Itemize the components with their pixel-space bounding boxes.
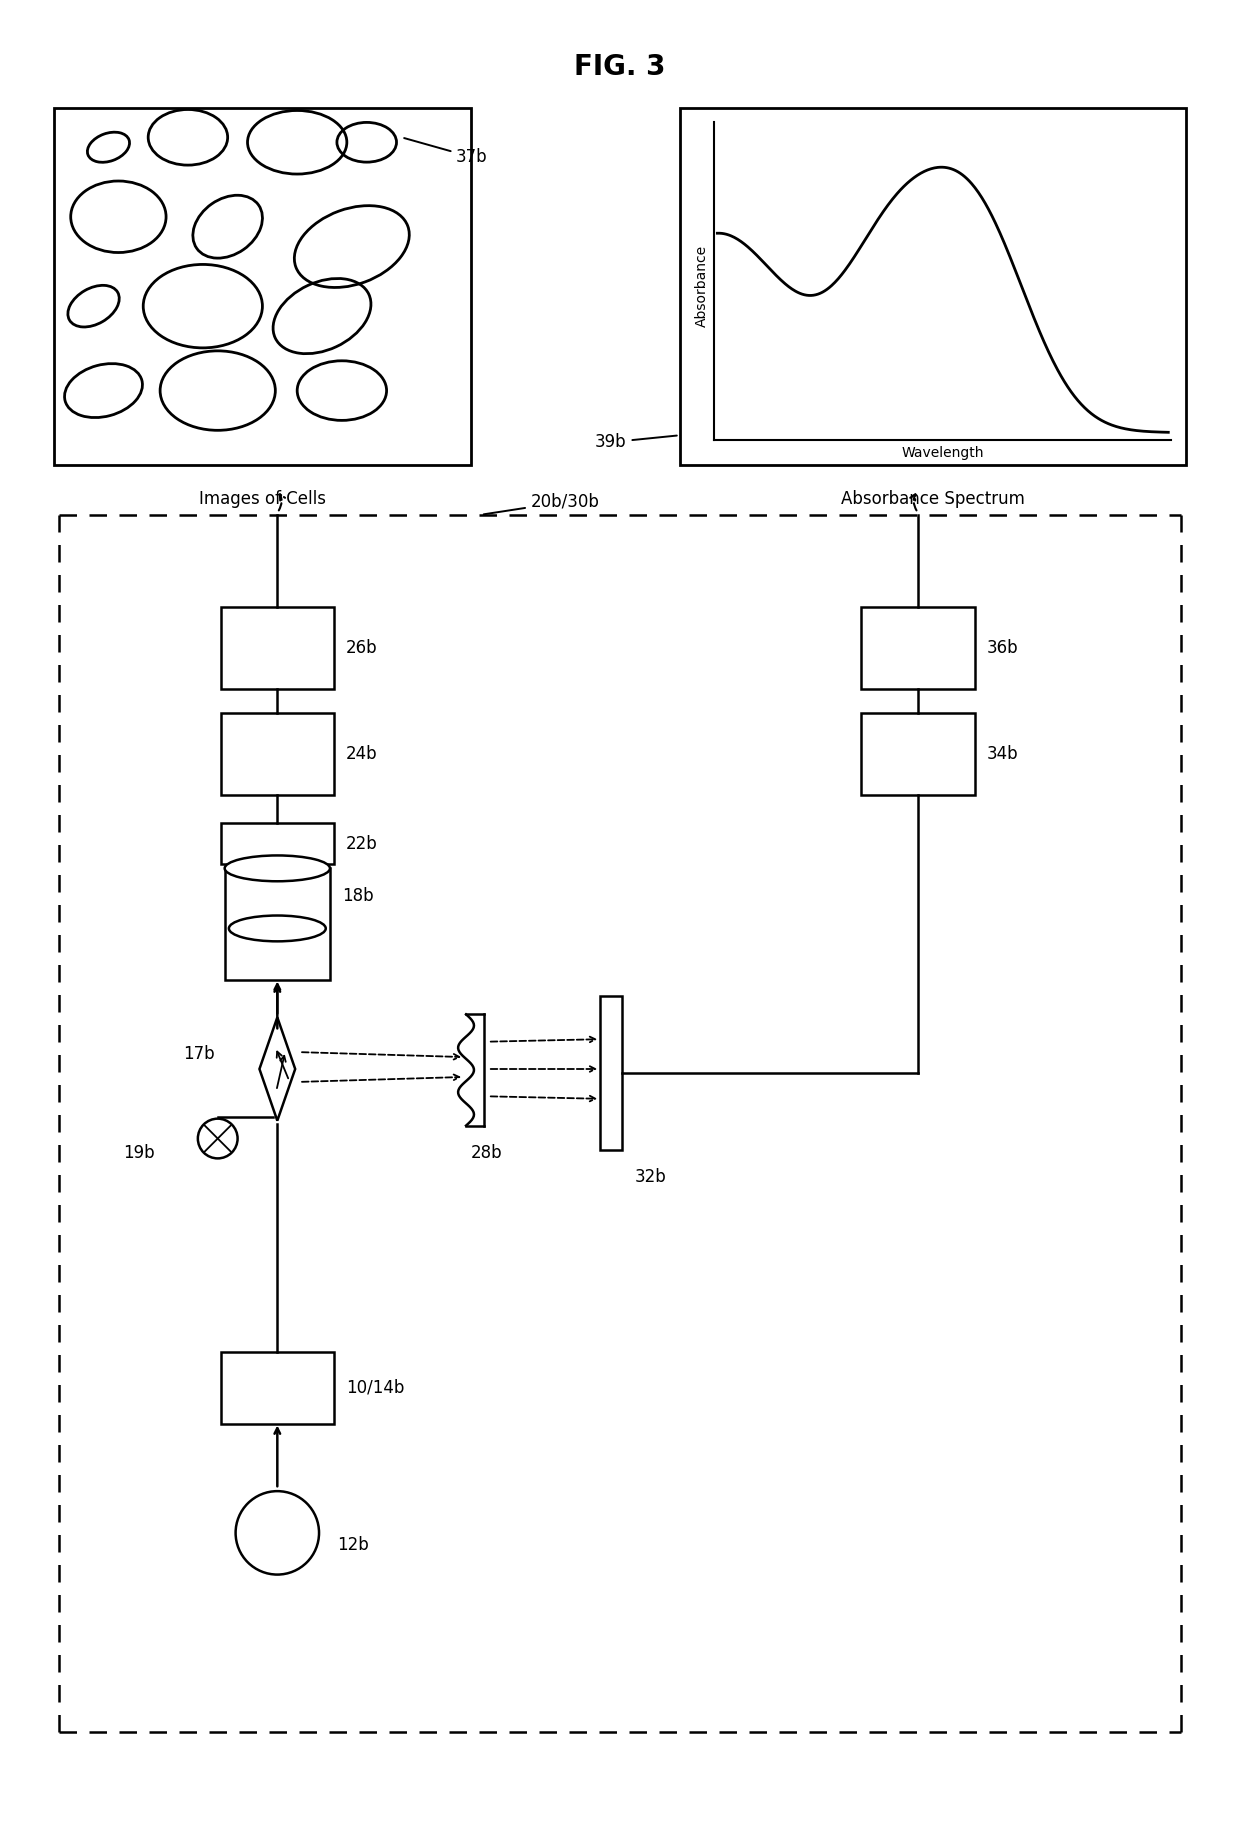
Text: 19b: 19b (123, 1144, 155, 1162)
Text: Absorbance: Absorbance (694, 245, 708, 328)
Bar (600, 997, 622, 1151)
Bar (53, 107, 471, 464)
Bar (862, 713, 975, 796)
Bar (221, 823, 334, 864)
Text: Images of Cells: Images of Cells (198, 490, 326, 508)
Bar (221, 608, 334, 689)
Text: 32b: 32b (635, 1168, 667, 1186)
Bar (224, 868, 330, 980)
Text: 12b: 12b (337, 1536, 368, 1555)
Text: 22b: 22b (346, 834, 378, 853)
Text: FIG. 3: FIG. 3 (574, 53, 666, 81)
Bar (862, 608, 975, 689)
Text: 39b: 39b (595, 433, 677, 451)
Bar (221, 1352, 334, 1424)
Text: 24b: 24b (346, 746, 377, 763)
Text: 10/14b: 10/14b (346, 1380, 404, 1396)
Text: 17b: 17b (184, 1044, 215, 1063)
Text: 18b: 18b (342, 888, 373, 904)
Polygon shape (259, 1017, 295, 1120)
Text: 26b: 26b (346, 639, 377, 658)
Text: 28b: 28b (471, 1144, 502, 1162)
Bar (221, 713, 334, 796)
Ellipse shape (224, 855, 330, 880)
Text: 37b: 37b (404, 138, 487, 166)
Text: 34b: 34b (987, 746, 1018, 763)
Text: Absorbance Spectrum: Absorbance Spectrum (841, 490, 1024, 508)
Text: Wavelength: Wavelength (901, 446, 985, 460)
Bar (680, 107, 1187, 464)
Text: 36b: 36b (987, 639, 1018, 658)
Text: 20b/30b: 20b/30b (484, 494, 599, 514)
Ellipse shape (198, 1118, 238, 1159)
Ellipse shape (229, 915, 326, 941)
